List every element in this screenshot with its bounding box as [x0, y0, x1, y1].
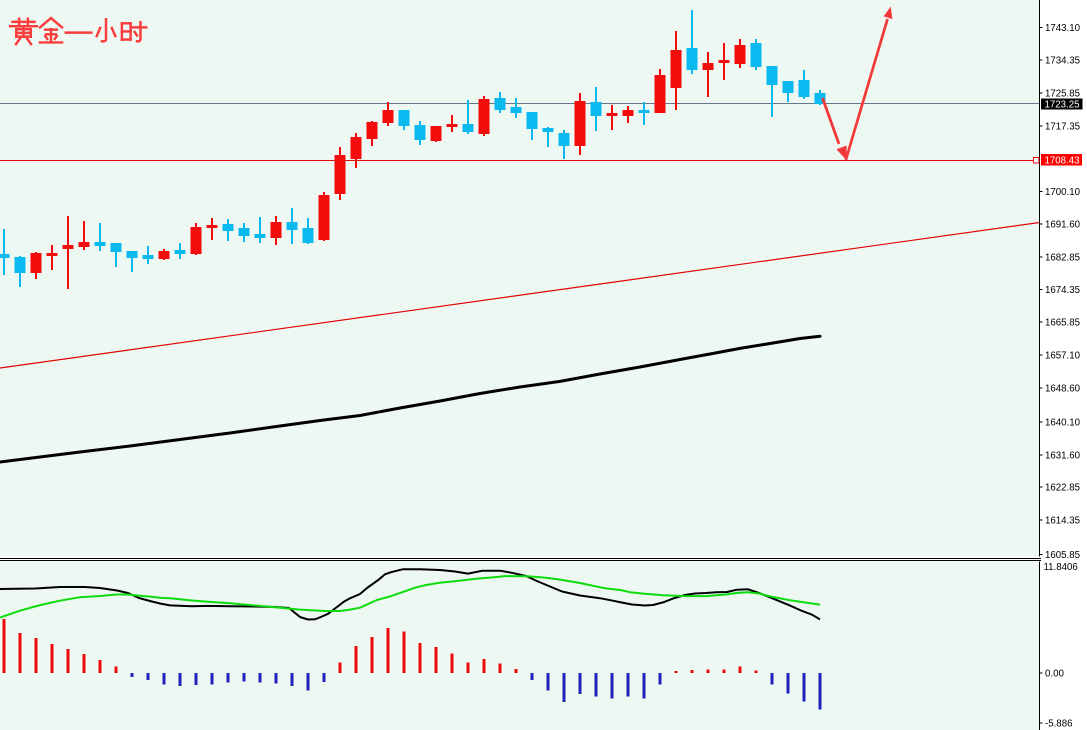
svg-text:1725.85: 1725.85 [1045, 88, 1080, 99]
svg-text:1614.35: 1614.35 [1045, 515, 1080, 526]
svg-text:1674.35: 1674.35 [1045, 285, 1080, 296]
svg-text:1622.85: 1622.85 [1045, 482, 1080, 493]
svg-text:11.8406: 11.8406 [1044, 562, 1078, 573]
svg-text:1605.85: 1605.85 [1045, 550, 1080, 561]
svg-text:1691.60: 1691.60 [1045, 219, 1081, 230]
svg-text:1717.35: 1717.35 [1045, 121, 1080, 132]
svg-text:1640.10: 1640.10 [1045, 417, 1081, 428]
svg-text:1734.35: 1734.35 [1045, 55, 1080, 66]
svg-text:1743.10: 1743.10 [1045, 23, 1081, 34]
svg-text:-5.886: -5.886 [1045, 718, 1072, 729]
svg-text:1708.43: 1708.43 [1045, 156, 1080, 167]
svg-text:1700.10: 1700.10 [1045, 187, 1081, 198]
svg-text:1682.85: 1682.85 [1045, 252, 1080, 263]
svg-text:1648.60: 1648.60 [1045, 383, 1081, 394]
svg-text:1723.25: 1723.25 [1045, 100, 1080, 111]
svg-text:1665.85: 1665.85 [1045, 317, 1080, 328]
svg-text:0.00: 0.00 [1045, 668, 1064, 679]
svg-text:1657.10: 1657.10 [1045, 350, 1081, 361]
svg-text:1631.60: 1631.60 [1045, 450, 1081, 461]
